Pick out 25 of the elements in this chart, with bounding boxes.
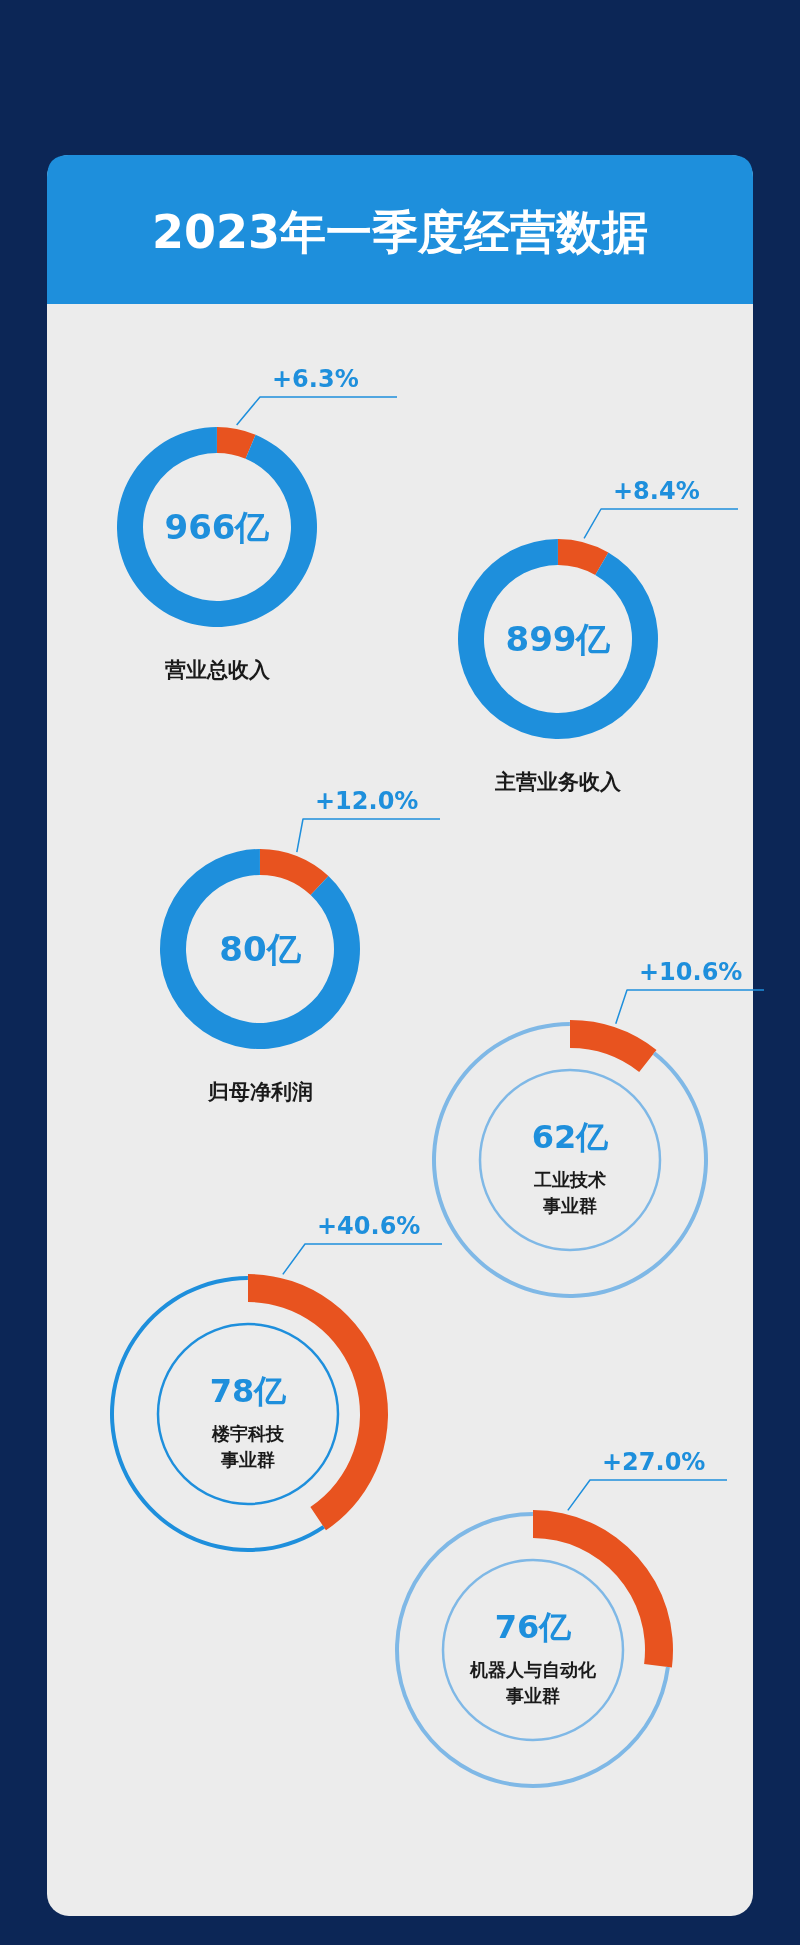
text: 营业总收入	[163, 658, 271, 682]
text: 机器人与自动化事业群	[469, 1659, 597, 1706]
text: 899亿	[505, 619, 612, 659]
data-label: +12.0%	[315, 787, 419, 815]
donut-slice	[558, 539, 609, 576]
text: 80亿	[219, 929, 302, 969]
text: 966亿	[164, 507, 271, 547]
text: 76亿	[494, 1608, 573, 1646]
data-label: +27.0%	[602, 1448, 706, 1476]
donut-slice	[217, 427, 256, 459]
text: 62亿	[531, 1118, 610, 1156]
text: 2023年一季度经营数据	[151, 205, 649, 259]
data-label: +6.3%	[272, 365, 359, 393]
donut-slice	[458, 539, 658, 739]
data-label: +40.6%	[317, 1212, 421, 1240]
text: 主营业务收入	[494, 770, 622, 794]
donut-slice	[160, 849, 360, 1049]
donut-slice	[260, 849, 329, 896]
text: 楼宇科技事业群	[211, 1423, 285, 1470]
text: 78亿	[209, 1372, 288, 1410]
data-label: +8.4%	[613, 477, 700, 505]
donut-slice	[117, 427, 317, 627]
data-label: +10.6%	[639, 958, 743, 986]
text: 归母净利润	[206, 1080, 313, 1104]
text: 工业技术事业群	[533, 1169, 606, 1216]
